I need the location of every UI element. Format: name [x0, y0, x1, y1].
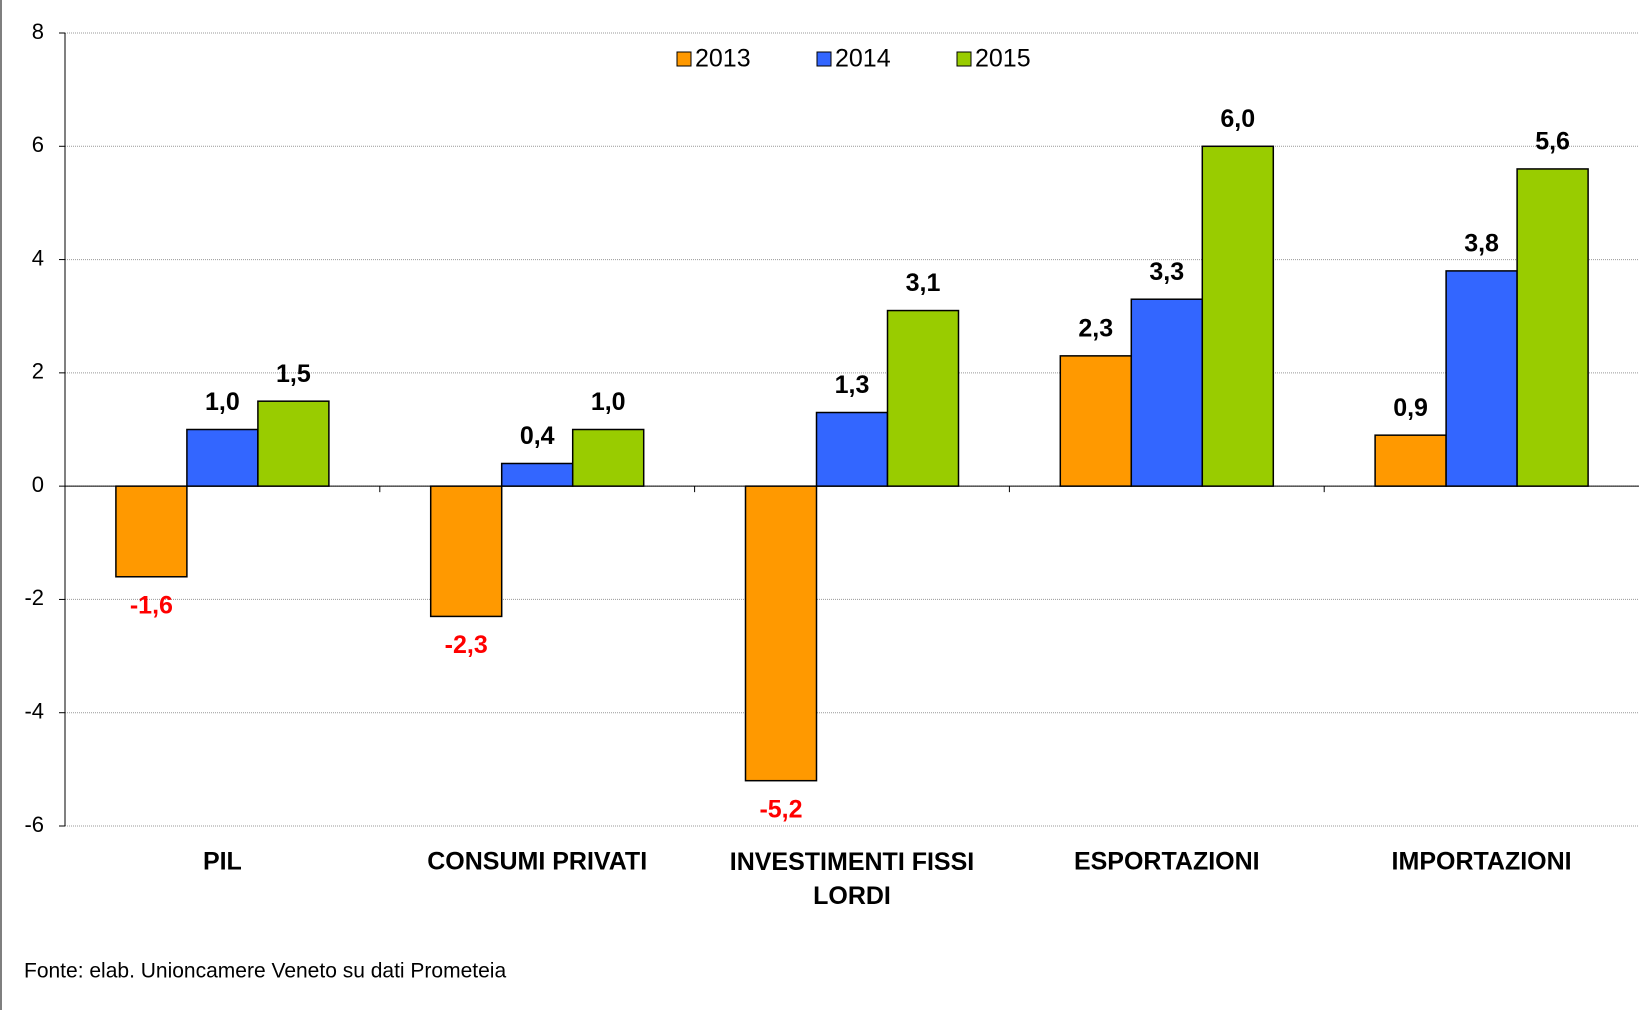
data-label: 1,0: [205, 388, 240, 416]
data-label: 3,3: [1149, 258, 1184, 286]
bar: [1516, 168, 1589, 487]
data-label: 2,3: [1078, 314, 1113, 342]
legend-label: 2014: [835, 45, 891, 73]
data-label: 6,0: [1220, 105, 1255, 133]
data-label: 3,1: [906, 269, 941, 297]
bar: [815, 411, 889, 487]
data-label: 1,0: [591, 388, 626, 416]
bar: [115, 485, 188, 578]
data-label: 1,3: [835, 371, 870, 399]
x-tick-label: CONSUMI PRIVATI: [427, 848, 647, 876]
y-tick-label: 2: [32, 359, 44, 384]
bar: [1201, 145, 1275, 487]
data-label: 0,9: [1393, 394, 1428, 422]
bar: [1130, 298, 1204, 487]
x-tick-label: PIL: [203, 848, 242, 876]
bar: [571, 428, 645, 487]
bar: [1059, 355, 1133, 487]
data-label: -2,3: [445, 631, 488, 659]
data-label: 5,6: [1535, 128, 1570, 156]
y-tick-label: 4: [32, 245, 44, 270]
y-tick-label: 8: [32, 19, 44, 44]
data-label: 0,4: [520, 422, 555, 450]
legend-label: 2015: [975, 45, 1031, 73]
bar: [1374, 434, 1447, 487]
y-tick-label: -2: [24, 585, 44, 610]
y-tick-label: -6: [24, 812, 44, 837]
x-tick-label-line: LORDI: [813, 882, 891, 910]
y-tick-label: 6: [32, 132, 44, 157]
y-tick-label: 0: [32, 472, 44, 497]
x-tick-label: IMPORTAZIONI: [1392, 848, 1572, 876]
data-label: -5,2: [759, 795, 802, 823]
data-label: 1,5: [276, 360, 311, 388]
legend-bg: [617, 34, 1087, 78]
bar: [257, 400, 330, 487]
x-tick-label: ESPORTAZIONI: [1074, 848, 1260, 876]
y-tick-label: -4: [24, 699, 44, 724]
bar: [744, 485, 818, 782]
legend-swatch: [676, 51, 692, 67]
legend-swatch: [956, 51, 972, 67]
x-tick-label-line: INVESTIMENTI FISSI: [730, 848, 974, 876]
bar: [186, 428, 259, 487]
data-label: 3,8: [1464, 230, 1499, 258]
bar: [886, 309, 960, 487]
bar: [500, 462, 574, 487]
data-label: -1,6: [130, 591, 173, 619]
bar: [429, 485, 503, 618]
x-tick-label: INVESTIMENTI FISSI LORDI: [730, 848, 974, 910]
source: Fonte: elab. Unioncamere Veneto su dati …: [24, 960, 506, 983]
legend-swatch: [816, 51, 832, 67]
bar: [1445, 270, 1518, 487]
legend-label: 2013: [695, 45, 751, 73]
